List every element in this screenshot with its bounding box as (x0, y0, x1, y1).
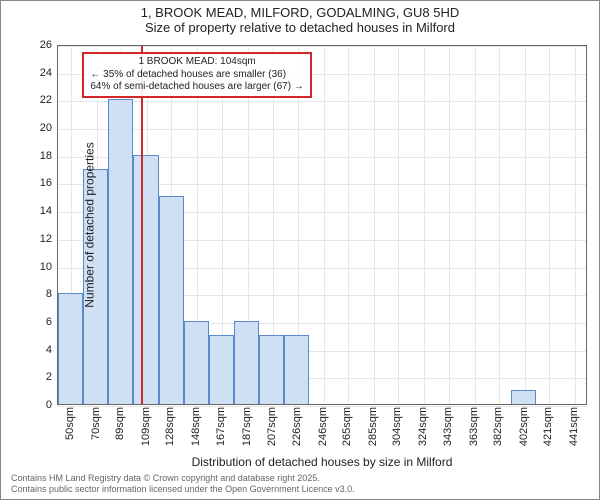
histogram-bar (159, 196, 184, 404)
gridline-vertical (324, 46, 325, 404)
y-tick-label: 4 (22, 344, 52, 356)
y-tick-label: 2 (22, 371, 52, 383)
y-tick-label: 16 (22, 177, 52, 189)
x-tick-label: 70sqm (90, 407, 102, 440)
y-axis-label: Number of detached properties (83, 142, 97, 307)
footer-line-2: Contains public sector information licen… (11, 484, 355, 495)
y-tick-label: 22 (22, 94, 52, 106)
gridline-vertical (575, 46, 576, 404)
x-tick-label: 363sqm (468, 407, 480, 446)
annotation-line: 1 BROOK MEAD: 104sqm (90, 56, 303, 69)
annotation-box: 1 BROOK MEAD: 104sqm← 35% of detached ho… (82, 52, 311, 98)
histogram-bar (511, 390, 536, 404)
chart-title-address: 1, BROOK MEAD, MILFORD, GODALMING, GU8 5… (1, 5, 599, 20)
gridline-vertical (525, 46, 526, 404)
histogram-bar (284, 335, 309, 404)
x-tick-label: 89sqm (114, 407, 126, 440)
histogram-bar (209, 335, 234, 404)
gridline-vertical (348, 46, 349, 404)
footer-attribution: Contains HM Land Registry data © Crown c… (11, 473, 355, 496)
y-tick-label: 18 (22, 150, 52, 162)
x-tick-label: 265sqm (341, 407, 353, 446)
x-tick-label: 441sqm (568, 407, 580, 446)
y-tick-label: 26 (22, 39, 52, 51)
x-tick-label: 207sqm (266, 407, 278, 446)
y-tick-label: 20 (22, 122, 52, 134)
x-tick-label: 324sqm (417, 407, 429, 446)
x-tick-label: 187sqm (241, 407, 253, 446)
x-tick-label: 246sqm (317, 407, 329, 446)
x-tick-label: 421sqm (542, 407, 554, 446)
x-tick-label: 402sqm (518, 407, 530, 446)
property-marker-line (141, 46, 143, 404)
annotation-line: ← 35% of detached houses are smaller (36… (90, 69, 303, 82)
chart-title-subtitle: Size of property relative to detached ho… (1, 20, 599, 35)
x-tick-label: 109sqm (140, 407, 152, 446)
y-tick-label: 0 (22, 399, 52, 411)
x-tick-label: 148sqm (190, 407, 202, 446)
gridline-vertical (398, 46, 399, 404)
annotation-line: 64% of semi-detached houses are larger (… (90, 81, 303, 94)
x-tick-label: 285sqm (367, 407, 379, 446)
y-tick-label: 8 (22, 288, 52, 300)
gridline-horizontal (58, 46, 586, 47)
y-tick-label: 6 (22, 316, 52, 328)
histogram-bar (58, 293, 83, 404)
gridline-horizontal (58, 101, 586, 102)
gridline-vertical (549, 46, 550, 404)
gridline-vertical (374, 46, 375, 404)
histogram-bar (184, 321, 209, 404)
gridline-vertical (449, 46, 450, 404)
footer-line-1: Contains HM Land Registry data © Crown c… (11, 473, 355, 484)
x-tick-label: 167sqm (215, 407, 227, 446)
gridline-vertical (424, 46, 425, 404)
y-tick-label: 12 (22, 233, 52, 245)
y-tick-label: 24 (22, 67, 52, 79)
x-tick-label: 382sqm (492, 407, 504, 446)
y-tick-label: 10 (22, 261, 52, 273)
x-tick-label: 128sqm (164, 407, 176, 446)
x-tick-label: 50sqm (64, 407, 76, 440)
gridline-vertical (475, 46, 476, 404)
histogram-bar (259, 335, 284, 404)
gridline-horizontal (58, 129, 586, 130)
chart-title-block: 1, BROOK MEAD, MILFORD, GODALMING, GU8 5… (1, 1, 599, 35)
histogram-bar (234, 321, 259, 404)
x-axis-label: Distribution of detached houses by size … (57, 455, 587, 469)
chart-area: 1 BROOK MEAD: 104sqm← 35% of detached ho… (57, 45, 587, 405)
histogram-bar (133, 155, 158, 404)
histogram-bar (108, 99, 133, 404)
x-tick-label: 343sqm (442, 407, 454, 446)
chart-container: 1, BROOK MEAD, MILFORD, GODALMING, GU8 5… (0, 0, 600, 500)
plot-region: 1 BROOK MEAD: 104sqm← 35% of detached ho… (57, 45, 587, 405)
gridline-vertical (499, 46, 500, 404)
y-tick-label: 14 (22, 205, 52, 217)
x-tick-label: 304sqm (391, 407, 403, 446)
x-tick-label: 226sqm (291, 407, 303, 446)
